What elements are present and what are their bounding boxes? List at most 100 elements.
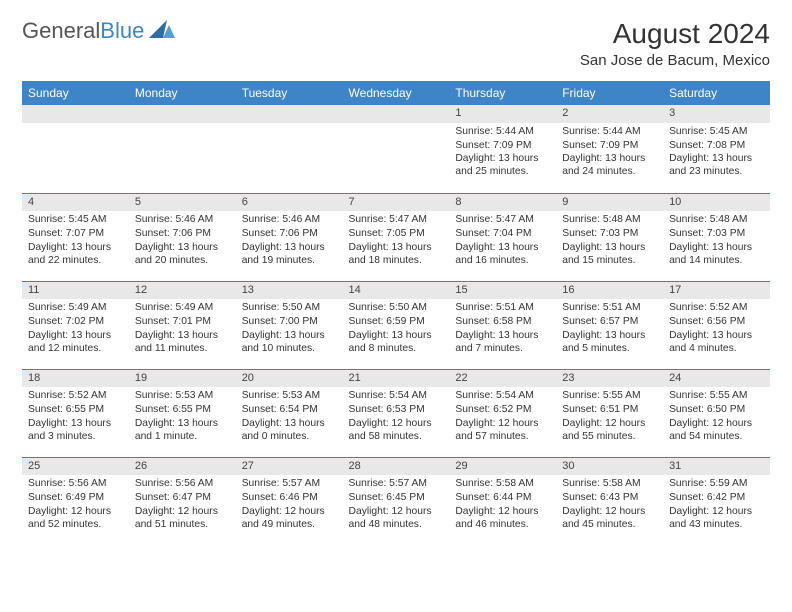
sunrise-line: Sunrise: 5:45 AM (28, 214, 123, 227)
sunset-line: Sunset: 7:02 PM (28, 316, 123, 329)
day-number: 1 (449, 105, 556, 123)
day-details: Sunrise: 5:44 AMSunset: 7:09 PMDaylight:… (449, 123, 556, 184)
day-cell: 8Sunrise: 5:47 AMSunset: 7:04 PMDaylight… (449, 193, 556, 281)
sunrise-line: Sunrise: 5:52 AM (669, 302, 764, 315)
dayname-2: Tuesday (236, 81, 343, 105)
sunrise-line: Sunrise: 5:59 AM (669, 478, 764, 491)
sunset-line: Sunset: 6:55 PM (135, 404, 230, 417)
day-number: 4 (22, 194, 129, 212)
day-cell: 23Sunrise: 5:55 AMSunset: 6:51 PMDayligh… (556, 369, 663, 457)
day-number: 18 (22, 370, 129, 388)
day-cell: 22Sunrise: 5:54 AMSunset: 6:52 PMDayligh… (449, 369, 556, 457)
daylight-line: Daylight: 13 hours and 12 minutes. (28, 330, 123, 356)
day-details: Sunrise: 5:53 AMSunset: 6:54 PMDaylight:… (236, 387, 343, 448)
sunset-line: Sunset: 6:43 PM (562, 492, 657, 505)
day-details: Sunrise: 5:48 AMSunset: 7:03 PMDaylight:… (663, 211, 770, 272)
logo-word2: Blue (100, 18, 144, 43)
title-block: August 2024 San Jose de Bacum, Mexico (580, 18, 770, 69)
daylight-line: Daylight: 12 hours and 43 minutes. (669, 506, 764, 532)
sunset-line: Sunset: 6:44 PM (455, 492, 550, 505)
sunrise-line: Sunrise: 5:45 AM (669, 126, 764, 139)
sunrise-line: Sunrise: 5:53 AM (242, 390, 337, 403)
sunset-line: Sunset: 6:45 PM (349, 492, 444, 505)
day-cell (22, 105, 129, 193)
day-cell: 20Sunrise: 5:53 AMSunset: 6:54 PMDayligh… (236, 369, 343, 457)
daylight-line: Daylight: 13 hours and 7 minutes. (455, 330, 550, 356)
dayname-5: Friday (556, 81, 663, 105)
daylight-line: Daylight: 12 hours and 45 minutes. (562, 506, 657, 532)
sunset-line: Sunset: 7:05 PM (349, 228, 444, 241)
daylight-line: Daylight: 12 hours and 55 minutes. (562, 418, 657, 444)
day-details: Sunrise: 5:54 AMSunset: 6:53 PMDaylight:… (343, 387, 450, 448)
sunrise-line: Sunrise: 5:46 AM (135, 214, 230, 227)
day-details: Sunrise: 5:57 AMSunset: 6:45 PMDaylight:… (343, 475, 450, 536)
day-number: 15 (449, 282, 556, 300)
day-cell: 3Sunrise: 5:45 AMSunset: 7:08 PMDaylight… (663, 105, 770, 193)
day-details: Sunrise: 5:56 AMSunset: 6:49 PMDaylight:… (22, 475, 129, 536)
daylight-line: Daylight: 13 hours and 10 minutes. (242, 330, 337, 356)
day-number: 3 (663, 105, 770, 123)
daylight-line: Daylight: 13 hours and 4 minutes. (669, 330, 764, 356)
daynum-empty (22, 105, 129, 123)
day-number: 14 (343, 282, 450, 300)
day-number: 27 (236, 458, 343, 476)
sunset-line: Sunset: 6:52 PM (455, 404, 550, 417)
daynum-empty (236, 105, 343, 123)
sunrise-line: Sunrise: 5:56 AM (28, 478, 123, 491)
day-cell: 27Sunrise: 5:57 AMSunset: 6:46 PMDayligh… (236, 457, 343, 545)
week-row: 18Sunrise: 5:52 AMSunset: 6:55 PMDayligh… (22, 369, 770, 457)
daylight-line: Daylight: 13 hours and 19 minutes. (242, 242, 337, 268)
day-details: Sunrise: 5:47 AMSunset: 7:05 PMDaylight:… (343, 211, 450, 272)
day-cell: 2Sunrise: 5:44 AMSunset: 7:09 PMDaylight… (556, 105, 663, 193)
dayname-1: Monday (129, 81, 236, 105)
day-details: Sunrise: 5:51 AMSunset: 6:58 PMDaylight:… (449, 299, 556, 360)
daynum-empty (129, 105, 236, 123)
day-number: 22 (449, 370, 556, 388)
day-number: 26 (129, 458, 236, 476)
dayname-3: Wednesday (343, 81, 450, 105)
day-cell: 7Sunrise: 5:47 AMSunset: 7:05 PMDaylight… (343, 193, 450, 281)
sunrise-line: Sunrise: 5:50 AM (349, 302, 444, 315)
day-details: Sunrise: 5:52 AMSunset: 6:56 PMDaylight:… (663, 299, 770, 360)
sunset-line: Sunset: 6:58 PM (455, 316, 550, 329)
sunrise-line: Sunrise: 5:46 AM (242, 214, 337, 227)
dayname-6: Saturday (663, 81, 770, 105)
week-row: 11Sunrise: 5:49 AMSunset: 7:02 PMDayligh… (22, 281, 770, 369)
sunrise-line: Sunrise: 5:47 AM (455, 214, 550, 227)
sunset-line: Sunset: 6:54 PM (242, 404, 337, 417)
day-cell: 29Sunrise: 5:58 AMSunset: 6:44 PMDayligh… (449, 457, 556, 545)
sunrise-line: Sunrise: 5:44 AM (562, 126, 657, 139)
sunrise-line: Sunrise: 5:47 AM (349, 214, 444, 227)
day-details: Sunrise: 5:47 AMSunset: 7:04 PMDaylight:… (449, 211, 556, 272)
sunset-line: Sunset: 7:00 PM (242, 316, 337, 329)
sunset-line: Sunset: 6:50 PM (669, 404, 764, 417)
day-number: 12 (129, 282, 236, 300)
sunrise-line: Sunrise: 5:44 AM (455, 126, 550, 139)
logo-triangle-icon (149, 20, 175, 43)
sunrise-line: Sunrise: 5:52 AM (28, 390, 123, 403)
day-number: 8 (449, 194, 556, 212)
sunrise-line: Sunrise: 5:49 AM (28, 302, 123, 315)
sunrise-line: Sunrise: 5:51 AM (562, 302, 657, 315)
daylight-line: Daylight: 13 hours and 5 minutes. (562, 330, 657, 356)
sunrise-line: Sunrise: 5:58 AM (455, 478, 550, 491)
daylight-line: Daylight: 12 hours and 52 minutes. (28, 506, 123, 532)
day-cell: 18Sunrise: 5:52 AMSunset: 6:55 PMDayligh… (22, 369, 129, 457)
sunrise-line: Sunrise: 5:56 AM (135, 478, 230, 491)
sunrise-line: Sunrise: 5:50 AM (242, 302, 337, 315)
day-cell: 16Sunrise: 5:51 AMSunset: 6:57 PMDayligh… (556, 281, 663, 369)
daylight-line: Daylight: 13 hours and 1 minute. (135, 418, 230, 444)
day-details: Sunrise: 5:54 AMSunset: 6:52 PMDaylight:… (449, 387, 556, 448)
daylight-line: Daylight: 13 hours and 23 minutes. (669, 153, 764, 179)
sunset-line: Sunset: 6:46 PM (242, 492, 337, 505)
sunset-line: Sunset: 6:55 PM (28, 404, 123, 417)
daylight-line: Daylight: 12 hours and 48 minutes. (349, 506, 444, 532)
sunset-line: Sunset: 6:42 PM (669, 492, 764, 505)
day-number: 17 (663, 282, 770, 300)
day-details: Sunrise: 5:57 AMSunset: 6:46 PMDaylight:… (236, 475, 343, 536)
sunset-line: Sunset: 7:04 PM (455, 228, 550, 241)
day-cell: 6Sunrise: 5:46 AMSunset: 7:06 PMDaylight… (236, 193, 343, 281)
sunrise-line: Sunrise: 5:53 AM (135, 390, 230, 403)
sunset-line: Sunset: 6:49 PM (28, 492, 123, 505)
day-number: 29 (449, 458, 556, 476)
